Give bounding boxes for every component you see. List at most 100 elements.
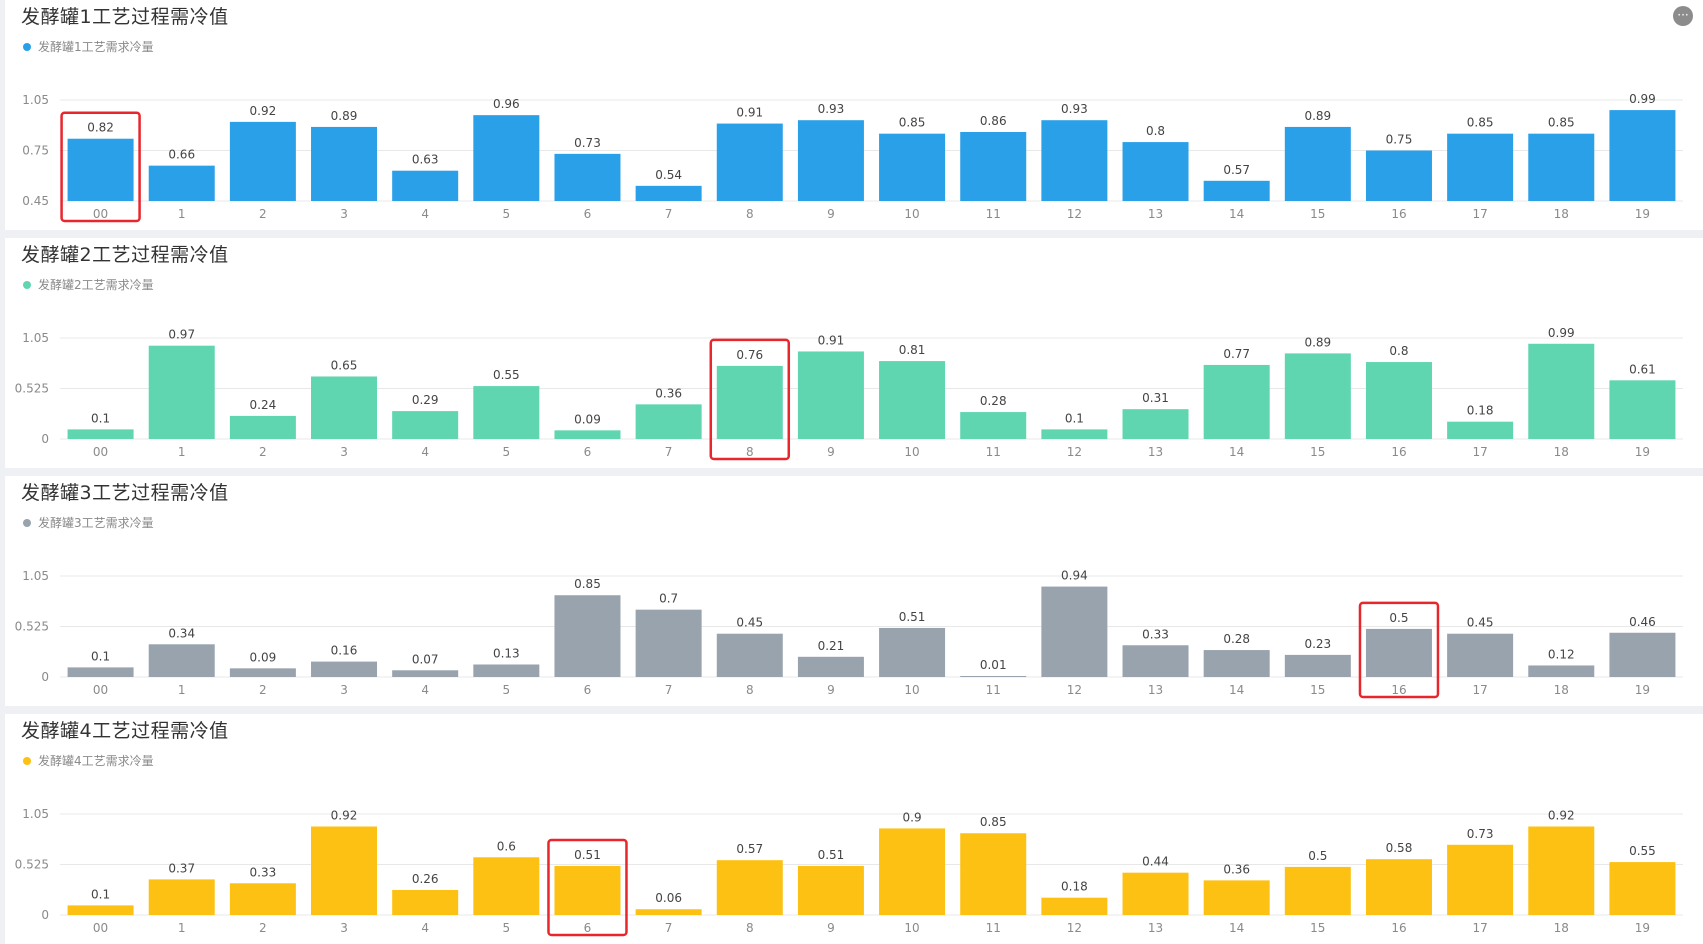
y-tick-label: 1.05 [22, 93, 49, 107]
bar [148, 644, 215, 677]
highlight-box [60, 111, 141, 223]
x-tick-label: 6 [584, 683, 592, 697]
bar-chart-svg: 0 0.525 1.05 0.1 00 0.97 1 0.24 2 0.65 3 0.29 4 0.55 5… [15, 326, 1683, 461]
data-label: 0.44 [1142, 855, 1169, 869]
legend-dot-icon [23, 518, 31, 527]
bar [67, 905, 134, 915]
data-label: 0.46 [1629, 615, 1656, 629]
bar [635, 404, 702, 439]
bar [1284, 866, 1351, 915]
bar [1447, 844, 1514, 915]
x-tick-label: 14 [1229, 921, 1244, 935]
data-label: 0.5 [1389, 611, 1408, 625]
data-label: 0.96 [493, 97, 520, 111]
x-tick-label: 9 [827, 207, 835, 221]
data-label: 0.45 [736, 616, 763, 630]
bar [1122, 409, 1189, 439]
x-tick-label: 16 [1391, 683, 1406, 697]
x-tick-label: 17 [1472, 445, 1487, 459]
bar [879, 828, 946, 915]
data-label: 0.77 [1223, 347, 1250, 361]
data-label: 0.61 [1629, 362, 1656, 376]
x-tick-label: 2 [259, 445, 267, 459]
data-label: 0.81 [899, 343, 926, 357]
data-label: 0.85 [980, 815, 1007, 829]
x-tick-label: 18 [1554, 921, 1569, 935]
y-tick-label: 1.05 [22, 569, 49, 583]
data-label: 0.33 [1142, 627, 1169, 641]
x-tick-label: 2 [259, 207, 267, 221]
legend-label: 发酵罐2工艺需求冷量 [38, 278, 154, 292]
bar [1365, 628, 1432, 677]
bar [1284, 654, 1351, 677]
x-tick-label: 7 [665, 921, 673, 935]
bar [1122, 872, 1189, 915]
y-tick-label: 0.45 [22, 194, 49, 208]
x-tick-label: 16 [1391, 445, 1406, 459]
x-tick-label: 3 [340, 445, 348, 459]
chart-legend[interactable]: 发酵罐4工艺需求冷量 [23, 752, 154, 769]
chart-legend[interactable]: 发酵罐3工艺需求冷量 [23, 514, 154, 531]
x-tick-label: 19 [1635, 445, 1650, 459]
data-label: 0.89 [1304, 109, 1331, 123]
legend-dot-icon [23, 756, 31, 765]
x-tick-label: 2 [259, 921, 267, 935]
bar [311, 661, 378, 677]
bar [67, 138, 134, 201]
bar [879, 627, 946, 677]
chart-legend[interactable]: 发酵罐2工艺需求冷量 [23, 276, 154, 293]
bar [67, 667, 134, 677]
data-label: 0.31 [1142, 391, 1169, 405]
x-tick-label: 13 [1148, 445, 1163, 459]
data-label: 0.36 [1223, 862, 1250, 876]
data-label: 0.8 [1146, 124, 1165, 138]
bar [716, 860, 783, 915]
x-tick-label: 15 [1310, 445, 1325, 459]
chart-title: 发酵罐4工艺过程需冷值 [21, 720, 229, 742]
bar [148, 879, 215, 915]
data-label: 0.75 [1386, 133, 1413, 147]
bar [1041, 429, 1108, 439]
bar [554, 430, 621, 439]
data-label: 0.73 [574, 136, 601, 150]
data-label: 0.34 [168, 626, 195, 640]
x-tick-label: 6 [584, 445, 592, 459]
x-tick-label: 18 [1554, 445, 1569, 459]
y-tick-label: 0 [41, 908, 49, 922]
data-label: 0.23 [1304, 637, 1331, 651]
more-options-button[interactable]: ··· [1673, 6, 1693, 26]
y-tick-label: 0.75 [22, 144, 49, 158]
bar [1203, 364, 1270, 439]
bar [1609, 380, 1676, 439]
chart-legend[interactable]: 发酵罐1工艺需求冷量 [23, 38, 154, 55]
data-label: 0.16 [331, 644, 358, 658]
x-tick-label: 13 [1148, 207, 1163, 221]
legend-label: 发酵罐1工艺需求冷量 [38, 40, 154, 54]
x-tick-label: 10 [904, 683, 919, 697]
data-label: 0.28 [1223, 632, 1250, 646]
bar [1284, 126, 1351, 201]
data-label: 0.09 [250, 650, 277, 664]
data-label: 0.85 [574, 577, 601, 591]
x-tick-label: 6 [584, 921, 592, 935]
legend-label: 发酵罐3工艺需求冷量 [38, 516, 154, 530]
data-label: 0.85 [1467, 116, 1494, 130]
x-tick-label: 4 [421, 445, 429, 459]
x-tick-label: 12 [1067, 445, 1082, 459]
data-label: 0.93 [1061, 102, 1088, 116]
x-tick-label: 19 [1635, 683, 1650, 697]
bar [1365, 859, 1432, 915]
x-tick-label: 12 [1067, 683, 1082, 697]
data-label: 0.06 [655, 891, 682, 905]
data-label: 0.8 [1389, 344, 1408, 358]
bar [716, 633, 783, 677]
chart-title: 发酵罐1工艺过程需冷值 [21, 6, 229, 28]
data-label: 0.82 [87, 121, 114, 135]
data-label: 0.36 [655, 386, 682, 400]
data-label: 0.92 [250, 104, 277, 118]
x-tick-label: 11 [986, 921, 1001, 935]
x-tick-label: 7 [665, 445, 673, 459]
y-tick-label: 0 [41, 432, 49, 446]
bar-chart-svg: 0 0.525 1.05 0.1 00 0.34 1 0.09 2 0.16 3 0.07 4 0.13 5… [15, 569, 1683, 699]
bar [392, 670, 459, 677]
